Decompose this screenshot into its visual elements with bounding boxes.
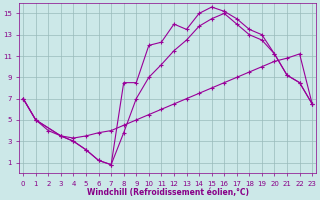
- X-axis label: Windchill (Refroidissement éolien,°C): Windchill (Refroidissement éolien,°C): [87, 188, 249, 197]
